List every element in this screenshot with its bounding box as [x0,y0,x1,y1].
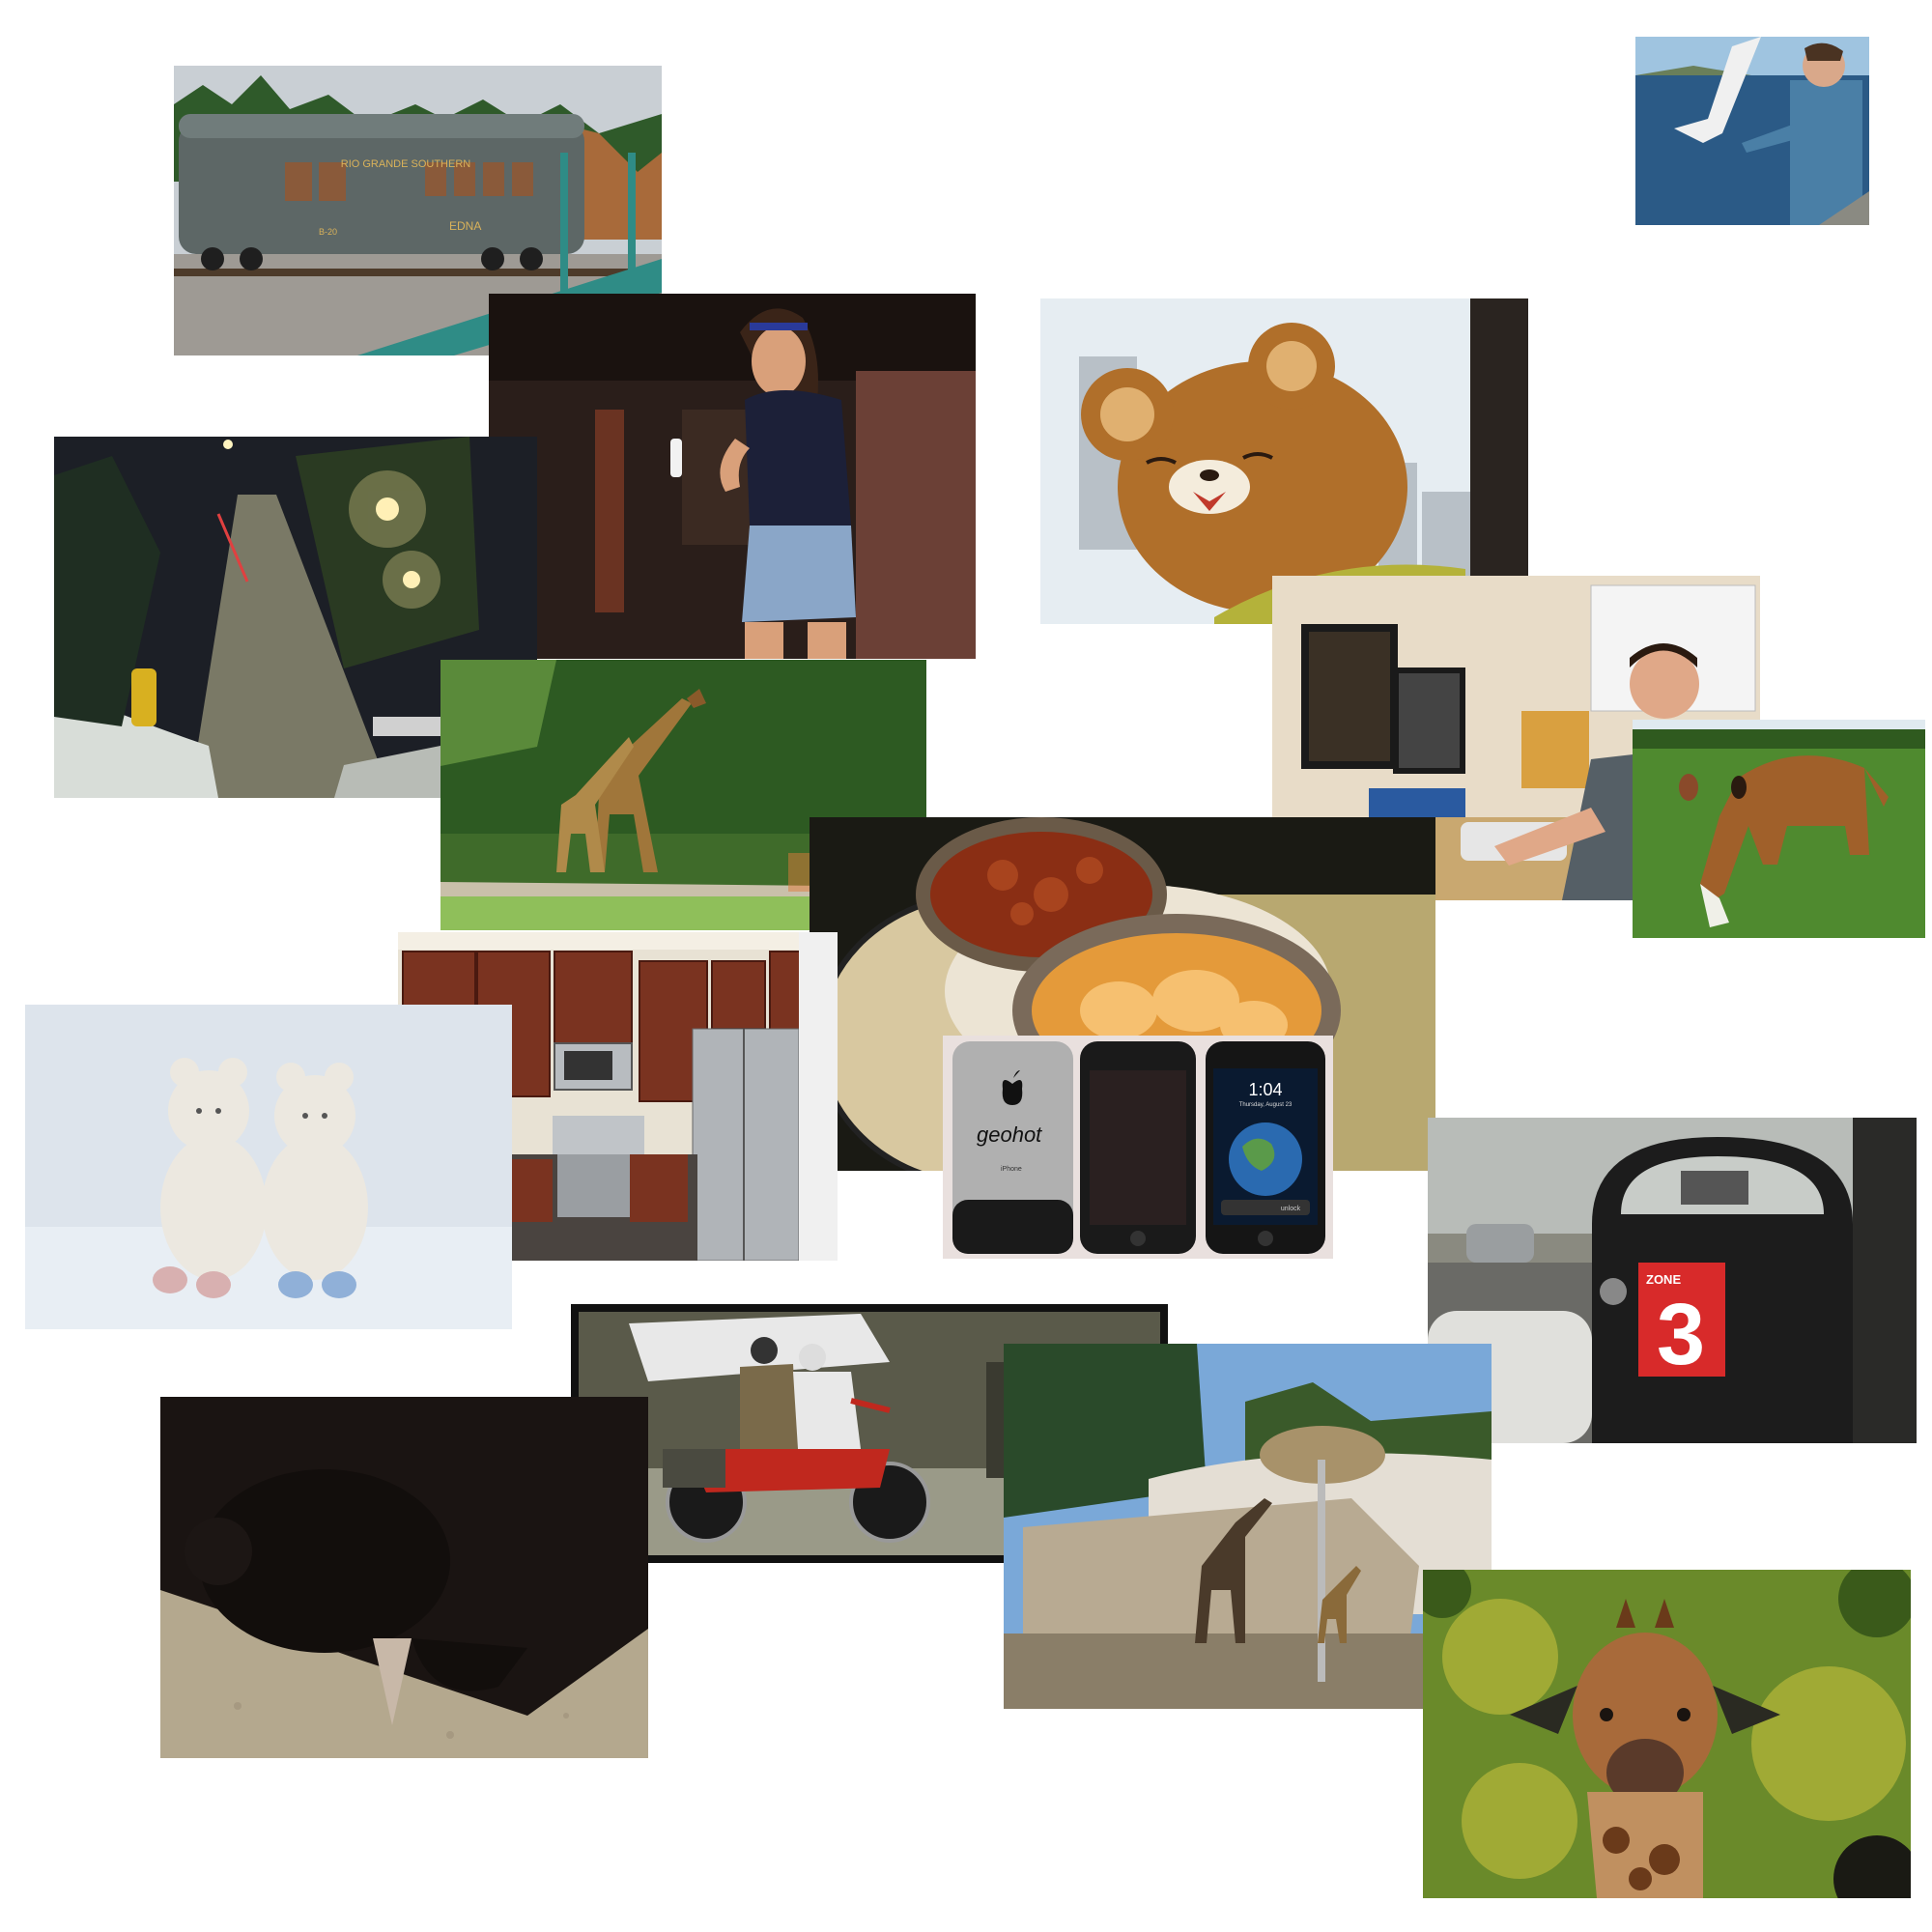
photo-giraffe-head [1423,1570,1911,1898]
iphone-brand: iPhone [1001,1166,1022,1173]
photo-cow [1633,720,1925,938]
photo-white-bears [25,1005,512,1329]
photo-bear [1040,298,1528,624]
train-company-label: RIO GRANDE SOUTHERN [341,158,471,170]
meter-zone-label: ZONE [1646,1272,1681,1287]
photo-black-cat [160,1397,648,1758]
photo-giraffes-enclosure [1004,1344,1492,1709]
photo-seagull [1635,37,1869,225]
iphone-engraving: geohot [977,1122,1042,1147]
photo-giraffes-pair [440,660,926,930]
photo-train: RIO GRANDE SOUTHERN EDNA B-20 [174,66,662,355]
iphone-time: 1:04 [1248,1080,1282,1099]
iphone-unlock: unlock [1281,1206,1301,1212]
photo-iphones: geohot iPhone 1:04 Thursday, August 23 u… [943,1036,1333,1259]
train-car-number: B-20 [319,227,337,237]
train-car-name: EDNA [449,219,481,233]
photo-woman [489,294,976,659]
photo-parking-meter: ZONE 3 [1428,1118,1917,1443]
meter-zone-number: 3 [1657,1287,1705,1383]
iphone-date: Thursday, August 23 [1239,1102,1293,1108]
